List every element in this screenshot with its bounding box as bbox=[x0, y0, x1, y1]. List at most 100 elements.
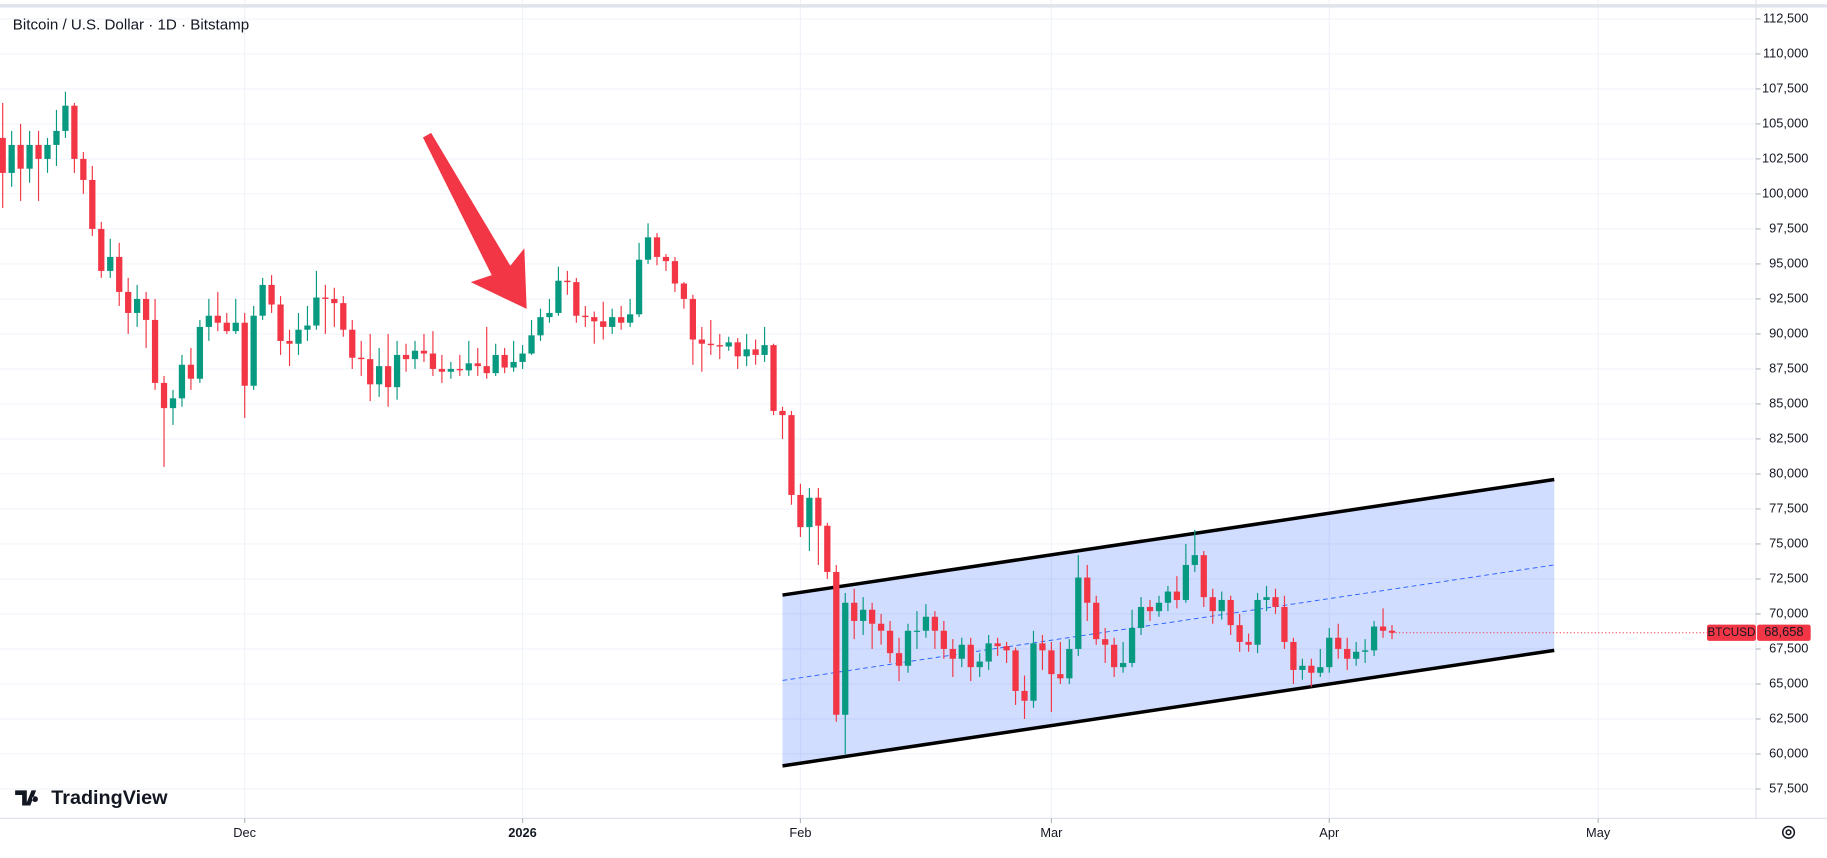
candle-body bbox=[1272, 597, 1279, 607]
candle-body bbox=[725, 342, 732, 347]
y-tick-label: 72,500 bbox=[1769, 570, 1808, 585]
candle-body bbox=[98, 228, 105, 271]
candle-body bbox=[886, 630, 894, 654]
candle-body bbox=[788, 415, 795, 495]
candle-body bbox=[358, 357, 365, 360]
candle-body bbox=[824, 525, 831, 572]
candle-body bbox=[860, 609, 867, 621]
candle-body bbox=[1200, 555, 1207, 598]
candle-body bbox=[367, 359, 374, 385]
candle-body bbox=[1263, 597, 1270, 600]
candle-body bbox=[438, 368, 446, 372]
y-tick-label: 77,500 bbox=[1769, 500, 1808, 515]
candle-body bbox=[609, 317, 616, 327]
logo-icon bbox=[15, 790, 38, 806]
candle-body bbox=[178, 364, 186, 399]
x-tick-label: Dec bbox=[233, 825, 256, 840]
settings-icon[interactable] bbox=[1781, 825, 1796, 839]
candle-body bbox=[573, 282, 580, 316]
candle-body bbox=[62, 105, 69, 131]
arrow-annotation bbox=[422, 132, 527, 309]
candle-body bbox=[546, 312, 553, 318]
candle-body bbox=[931, 616, 939, 631]
candle-body bbox=[671, 261, 679, 284]
axes: 57,500 60,000 62,500 65,000 67,500 70,000 72,5… bbox=[233, 10, 1811, 840]
y-tick-label: 85,000 bbox=[1769, 395, 1808, 410]
candle-body bbox=[1146, 606, 1154, 612]
channel-upper bbox=[782, 477, 1555, 597]
candle-body bbox=[259, 284, 266, 316]
candle-body bbox=[976, 661, 983, 668]
candle-body bbox=[868, 609, 876, 624]
candle-body bbox=[250, 315, 257, 386]
logo: TradingView bbox=[15, 787, 168, 809]
candle-body bbox=[689, 298, 697, 340]
candle-body bbox=[331, 298, 338, 304]
candle-body bbox=[0, 137, 6, 173]
candle-body bbox=[1066, 648, 1073, 679]
candle-body bbox=[376, 366, 383, 385]
candle-body bbox=[465, 363, 472, 371]
candle-body bbox=[949, 648, 956, 659]
candle-body bbox=[492, 354, 499, 374]
candle-body bbox=[402, 354, 410, 360]
candle-body bbox=[1057, 674, 1064, 679]
price-axis bbox=[1755, 0, 1827, 858]
candle-body bbox=[1003, 646, 1010, 651]
candle-body bbox=[349, 329, 356, 358]
candle-body bbox=[680, 283, 688, 299]
candle-body bbox=[447, 368, 454, 372]
candle-body bbox=[304, 325, 311, 330]
candle-body bbox=[1299, 665, 1306, 670]
candle-body bbox=[483, 366, 490, 374]
candle-body bbox=[1254, 599, 1261, 645]
chart-title: Bitcoin / U.S. Dollar · 1D · Bitstamp bbox=[13, 17, 249, 34]
candle-body bbox=[1119, 662, 1127, 668]
candle-body bbox=[600, 321, 607, 327]
candle-body bbox=[53, 130, 60, 145]
candle-body bbox=[528, 335, 535, 354]
y-tick-label: 57,500 bbox=[1769, 780, 1808, 795]
candle-body bbox=[196, 326, 204, 379]
candle-body bbox=[519, 353, 526, 362]
candle-body bbox=[116, 256, 123, 292]
candle-body bbox=[26, 144, 33, 169]
candle-body bbox=[1191, 555, 1198, 565]
y-tick-label: 70,000 bbox=[1769, 605, 1808, 620]
candle-body bbox=[205, 315, 212, 327]
candle-body bbox=[411, 350, 419, 360]
candle-body bbox=[1335, 637, 1342, 649]
candle-body bbox=[384, 366, 392, 388]
candle-body bbox=[1111, 644, 1118, 668]
candle-body bbox=[1039, 643, 1046, 651]
candle-body bbox=[1030, 643, 1037, 701]
candle-body bbox=[1182, 564, 1189, 600]
candle-body bbox=[187, 364, 195, 379]
candle-body bbox=[429, 353, 437, 369]
candle-body bbox=[653, 237, 661, 257]
candle-body bbox=[994, 643, 1001, 647]
candle-body bbox=[44, 144, 51, 159]
candle-body bbox=[1102, 639, 1109, 645]
candle-body bbox=[80, 158, 87, 180]
y-tick-label: 92,500 bbox=[1769, 290, 1808, 305]
candle-body bbox=[851, 602, 858, 621]
candle-body bbox=[474, 363, 481, 367]
y-tick-label: 95,000 bbox=[1769, 255, 1808, 270]
candles bbox=[0, 91, 1396, 754]
candle-body bbox=[125, 291, 132, 313]
candle-body bbox=[322, 297, 329, 299]
candle-body bbox=[160, 382, 168, 409]
y-tick-label: 102,500 bbox=[1762, 150, 1808, 165]
y-tick-label: 62,500 bbox=[1769, 710, 1808, 725]
candle-body bbox=[1379, 626, 1387, 631]
candle-body bbox=[35, 144, 42, 159]
candle-body bbox=[707, 343, 714, 346]
y-tick-label: 60,000 bbox=[1769, 745, 1808, 760]
candle-body bbox=[232, 322, 239, 332]
candle-body bbox=[958, 644, 965, 659]
y-tick-label: 100,000 bbox=[1762, 185, 1808, 200]
